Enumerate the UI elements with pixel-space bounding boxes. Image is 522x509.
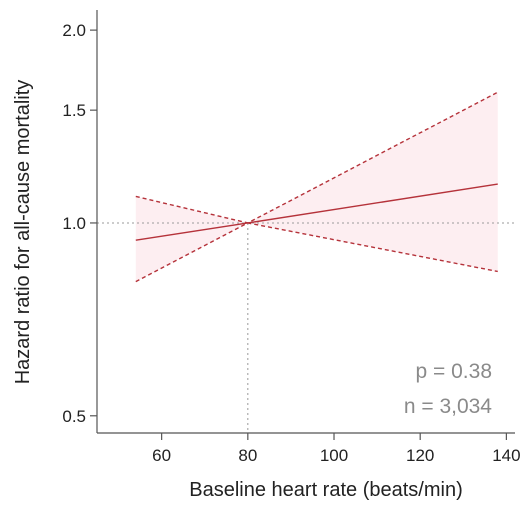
x-tick-label: 120	[406, 446, 434, 465]
y-tick-label: 1.0	[62, 214, 86, 233]
axes-layer	[90, 10, 515, 440]
x-tick-label: 80	[238, 446, 257, 465]
p-value-annotation: p = 0.38	[416, 360, 492, 383]
x-tick-label: 140	[492, 446, 520, 465]
hazard-ratio-line	[135, 183, 498, 241]
tick-labels-layer: 0.5 1.0 1.5 2.0 60 80 100 120 140	[62, 21, 520, 465]
x-axis-title: Baseline heart rate (beats/min)	[189, 479, 462, 501]
series-lines-layer	[135, 91, 499, 283]
y-axis-title: Hazard ratio for all-cause mortality	[12, 80, 34, 385]
y-tick-label: 0.5	[62, 407, 86, 426]
x-tick-label: 60	[152, 446, 171, 465]
x-tick-label: 100	[320, 446, 348, 465]
y-tick-label: 2.0	[62, 21, 86, 40]
sample-size-annotation: n = 3,034	[404, 395, 492, 418]
y-tick-label: 1.5	[62, 101, 86, 120]
reference-lines-layer	[97, 222, 515, 433]
